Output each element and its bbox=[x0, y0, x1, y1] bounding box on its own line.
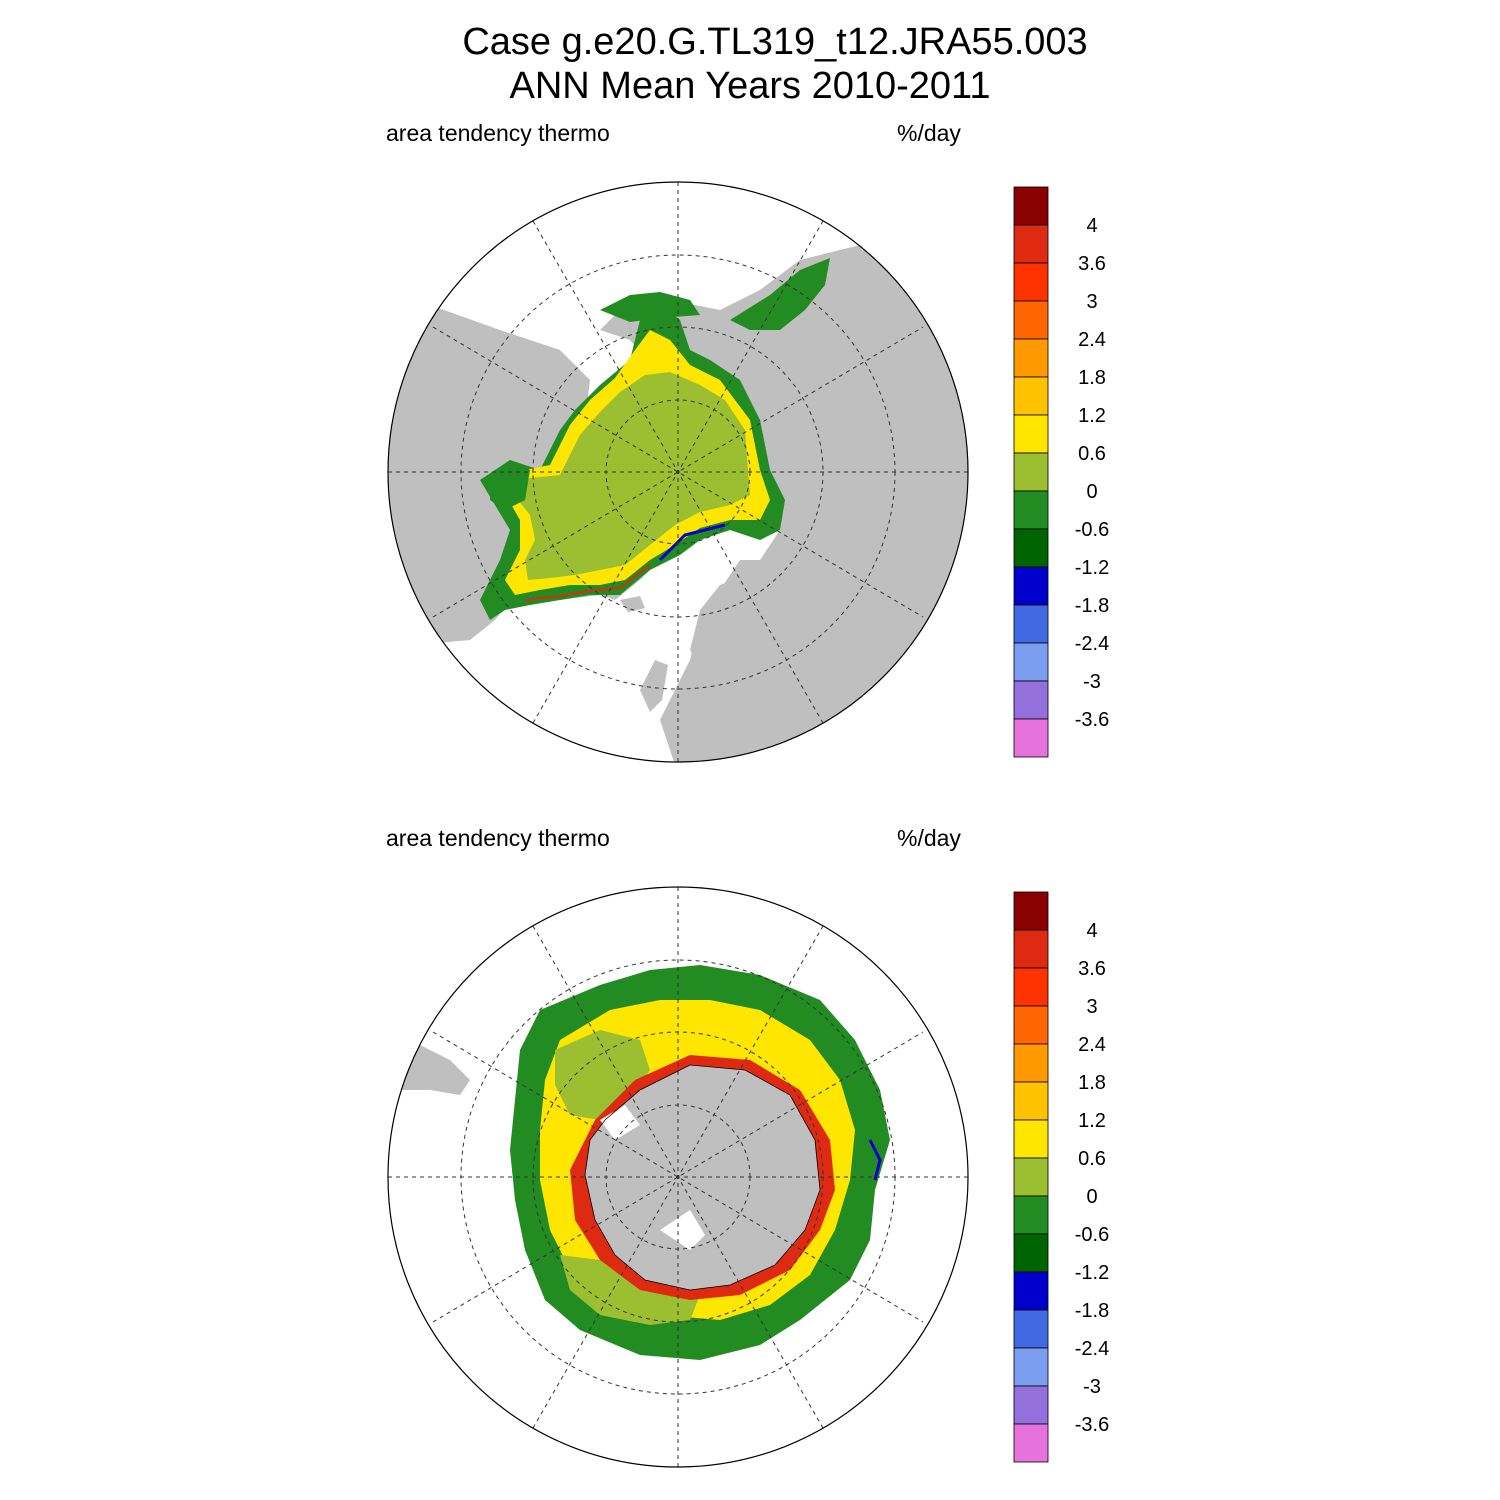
south-colorbar-swatch bbox=[1013, 1195, 1049, 1235]
north-colorbar-swatch bbox=[1013, 566, 1049, 606]
north-colorbar-swatch bbox=[1013, 680, 1049, 720]
south-graticule bbox=[388, 887, 968, 1467]
south-colorbar-swatch bbox=[1013, 1081, 1049, 1121]
south-colorbar-tick-label: 3.6 bbox=[1078, 958, 1106, 980]
south-colorbar-swatch bbox=[1013, 1347, 1049, 1387]
north-colorbar-swatch bbox=[1013, 642, 1049, 682]
south-colorbar-tick-label: -3.6 bbox=[1075, 1414, 1109, 1436]
north-colorbar-swatch bbox=[1013, 414, 1049, 454]
north-colorbar-swatch bbox=[1013, 452, 1049, 492]
north-land-iceland bbox=[620, 596, 645, 612]
north-colorbar-swatch bbox=[1013, 262, 1049, 302]
north-ice-bering bbox=[730, 258, 830, 330]
south-colorbar-tick-label: 0.6 bbox=[1078, 1148, 1106, 1170]
panel-south-units: %/day bbox=[897, 825, 961, 851]
north-map-border bbox=[387, 181, 969, 763]
colorbar-north: 4 3.6 3 2.4 1.8 1.2 0.6 0 -0.6 -1.2 -1.8 -2.4 -3 -3.6 bbox=[1013, 186, 1109, 758]
south-colorbar-swatch bbox=[1013, 1423, 1049, 1463]
colorbar-south: 4 3.6 3 2.4 1.8 1.2 0.6 0 -0.6 -1.2 -1.8 -2.4 -3 -3.6 bbox=[1013, 891, 1109, 1463]
north-ice-red-margin bbox=[524, 564, 651, 601]
south-colorbar-swatch bbox=[1013, 967, 1049, 1007]
north-colorbar-swatch bbox=[1013, 376, 1049, 416]
north-colorbar-tick-label: 1.2 bbox=[1078, 405, 1106, 427]
north-colorbar-tick-label: 3.6 bbox=[1078, 253, 1106, 275]
south-colorbar-swatch bbox=[1013, 1119, 1049, 1159]
south-colorbar-swatch bbox=[1013, 891, 1049, 931]
north-colorbar-tick-label: 3 bbox=[1086, 291, 1097, 313]
south-colorbar-swatch bbox=[1013, 1385, 1049, 1425]
north-ice-blue-margin bbox=[658, 523, 726, 562]
south-ice-shelf-weddell bbox=[660, 1210, 705, 1250]
north-colorbar-tick-label: -0.6 bbox=[1075, 519, 1109, 541]
south-ice-blue-patch bbox=[868, 1139, 882, 1181]
north-colorbar-swatch bbox=[1013, 528, 1049, 568]
south-colorbar-tick-label: 2.4 bbox=[1078, 1034, 1106, 1056]
north-colorbar-tick-label: -1.8 bbox=[1075, 595, 1109, 617]
north-colorbar-swatch bbox=[1013, 186, 1049, 226]
north-ice-hudson bbox=[490, 462, 530, 510]
north-colorbar-tick-label: 1.8 bbox=[1078, 367, 1106, 389]
north-colorbar-tick-label: 4 bbox=[1086, 215, 1097, 237]
south-colorbar-tick-label: 4 bbox=[1086, 920, 1097, 942]
south-colorbar-swatch bbox=[1013, 1157, 1049, 1197]
south-colorbar-swatch bbox=[1013, 1271, 1049, 1311]
north-colorbar-swatch bbox=[1013, 718, 1049, 758]
north-colorbar-tick-label: -2.4 bbox=[1075, 633, 1109, 655]
south-colorbar-tick-label: 1.8 bbox=[1078, 1072, 1106, 1094]
north-colorbar-swatch bbox=[1013, 338, 1049, 378]
south-colorbar-tick-label: -0.6 bbox=[1075, 1224, 1109, 1246]
south-colorbar-tick-label: 3 bbox=[1086, 996, 1097, 1018]
figure-title-period: ANN Mean Years 2010-2011 bbox=[509, 65, 991, 107]
north-colorbar-swatch bbox=[1013, 300, 1049, 340]
south-colorbar-swatch bbox=[1013, 1043, 1049, 1083]
north-ice-okhotsk bbox=[600, 292, 700, 322]
north-colorbar-tick-label: -1.2 bbox=[1075, 557, 1109, 579]
north-ice-pack bbox=[510, 372, 750, 580]
north-polar-map bbox=[387, 181, 969, 763]
panel-north-variable: area tendency thermo bbox=[386, 120, 610, 146]
north-colorbar-swatch bbox=[1013, 490, 1049, 530]
south-colorbar-tick-label: -1.8 bbox=[1075, 1300, 1109, 1322]
figure-title-case: Case g.e20.G.TL319_t12.JRA55.003 bbox=[462, 21, 1088, 63]
panel-south-variable: area tendency thermo bbox=[386, 825, 610, 851]
south-colorbar-tick-label: -3 bbox=[1083, 1376, 1101, 1398]
north-colorbar-tick-label: 2.4 bbox=[1078, 329, 1106, 351]
south-ice-shelf-ross bbox=[600, 1105, 640, 1140]
south-colorbar-tick-label: -2.4 bbox=[1075, 1338, 1109, 1360]
south-colorbar-swatch bbox=[1013, 1309, 1049, 1349]
south-colorbar-swatch bbox=[1013, 1233, 1049, 1273]
north-colorbar-tick-label: -3.6 bbox=[1075, 709, 1109, 731]
south-colorbar-swatch bbox=[1013, 929, 1049, 969]
north-colorbar-tick-label: -3 bbox=[1083, 671, 1101, 693]
south-colorbar-tick-label: -1.2 bbox=[1075, 1262, 1109, 1284]
panel-north-units: %/day bbox=[897, 120, 961, 146]
north-land-scandinavia bbox=[690, 575, 760, 670]
north-land-britain bbox=[640, 660, 668, 712]
south-coast-outline bbox=[584, 1064, 821, 1291]
south-colorbar-tick-label: 0 bbox=[1086, 1186, 1097, 1208]
north-colorbar-swatch bbox=[1013, 224, 1049, 264]
south-polar-map bbox=[387, 886, 969, 1468]
north-colorbar-swatch bbox=[1013, 604, 1049, 644]
north-graticule bbox=[388, 182, 968, 762]
south-colorbar-swatch bbox=[1013, 1005, 1049, 1045]
south-colorbar-tick-label: 1.2 bbox=[1078, 1110, 1106, 1132]
south-map-border bbox=[387, 886, 969, 1468]
north-colorbar-tick-label: 0 bbox=[1086, 481, 1097, 503]
north-colorbar-tick-label: 0.6 bbox=[1078, 443, 1106, 465]
